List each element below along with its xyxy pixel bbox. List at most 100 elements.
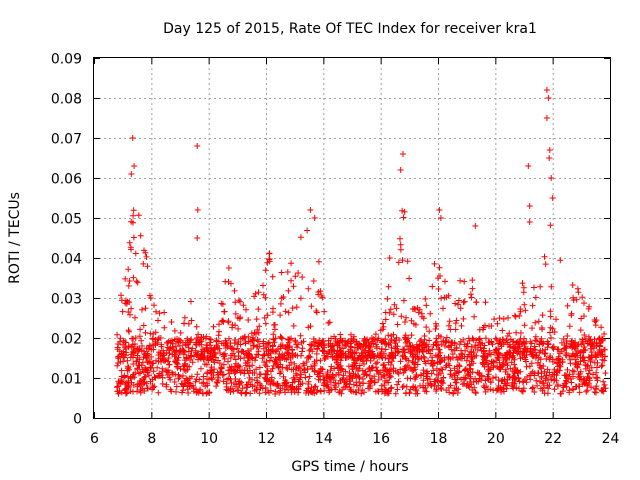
data-point (340, 345, 347, 352)
data-point (465, 383, 472, 390)
data-point (525, 163, 532, 169)
data-point (405, 357, 412, 364)
data-point (315, 369, 322, 376)
data-point (523, 358, 529, 365)
data-point (243, 382, 250, 388)
data-point (471, 313, 478, 320)
data-point (431, 383, 438, 389)
data-point (413, 373, 420, 380)
data-point (579, 294, 586, 301)
data-point (130, 234, 137, 241)
data-point (130, 382, 137, 388)
data-point (548, 376, 555, 383)
data-point (327, 340, 334, 347)
data-point (250, 342, 257, 349)
data-point (347, 378, 354, 385)
data-point (151, 302, 157, 309)
data-point (150, 360, 157, 367)
data-point (510, 373, 517, 380)
data-point (136, 345, 143, 352)
data-point (130, 219, 136, 226)
data-point (581, 332, 588, 338)
data-point (260, 291, 267, 298)
data-point (232, 356, 239, 363)
data-point (137, 326, 144, 333)
data-point (199, 390, 206, 397)
data-point (135, 362, 142, 369)
data-point (538, 373, 545, 380)
data-point (378, 346, 385, 353)
data-point (119, 308, 126, 315)
data-point (260, 338, 267, 345)
data-point (337, 331, 344, 338)
data-point (472, 223, 479, 229)
data-point (235, 349, 242, 356)
data-point (239, 348, 246, 355)
data-point (531, 389, 538, 395)
data-point (585, 354, 592, 361)
data-point (295, 270, 302, 276)
data-point (236, 315, 243, 322)
data-point (437, 349, 444, 356)
data-point (305, 324, 312, 331)
data-point (117, 380, 124, 387)
data-point (551, 377, 558, 384)
data-point (249, 337, 256, 344)
data-point (161, 309, 168, 316)
data-point (563, 378, 570, 385)
data-point (186, 363, 193, 370)
data-point (256, 390, 263, 397)
data-point (174, 335, 180, 342)
data-point (182, 368, 189, 374)
data-point (350, 357, 357, 364)
data-point (304, 366, 311, 373)
data-point (504, 382, 511, 389)
data-point (481, 355, 488, 362)
data-point (543, 115, 550, 121)
data-point (560, 336, 567, 342)
data-point (144, 385, 151, 392)
data-point (220, 361, 227, 368)
data-point (472, 390, 479, 397)
data-point (310, 336, 317, 342)
data-point (506, 330, 513, 337)
data-point (122, 339, 129, 346)
data-point (139, 306, 145, 313)
data-point (388, 384, 395, 391)
data-point (362, 343, 369, 350)
data-point (493, 374, 499, 381)
data-point (449, 351, 456, 357)
data-point (367, 378, 374, 385)
data-point (393, 305, 400, 312)
data-point (140, 322, 147, 329)
data-point (551, 329, 558, 335)
data-point (324, 369, 331, 376)
data-point (547, 313, 554, 320)
data-point (437, 215, 444, 221)
data-point (168, 319, 175, 325)
data-point (118, 373, 125, 380)
data-point (390, 368, 397, 375)
data-point (320, 372, 326, 379)
x-axis-label: GPS time / hours (291, 459, 408, 475)
data-point (155, 389, 162, 396)
data-point (546, 369, 553, 376)
data-point (455, 297, 462, 304)
data-point (315, 291, 322, 298)
data-point (416, 306, 423, 313)
data-point (404, 362, 411, 369)
data-point (158, 359, 164, 365)
data-point (144, 369, 151, 376)
data-point (390, 331, 397, 338)
data-point (459, 381, 466, 388)
data-point (554, 383, 561, 390)
data-point (475, 336, 482, 343)
data-point (320, 348, 327, 354)
data-point (142, 364, 148, 371)
data-point (165, 355, 172, 361)
data-point (216, 360, 223, 367)
data-point (181, 320, 187, 327)
data-point (381, 371, 388, 378)
data-point (358, 356, 365, 363)
data-point (568, 312, 575, 319)
